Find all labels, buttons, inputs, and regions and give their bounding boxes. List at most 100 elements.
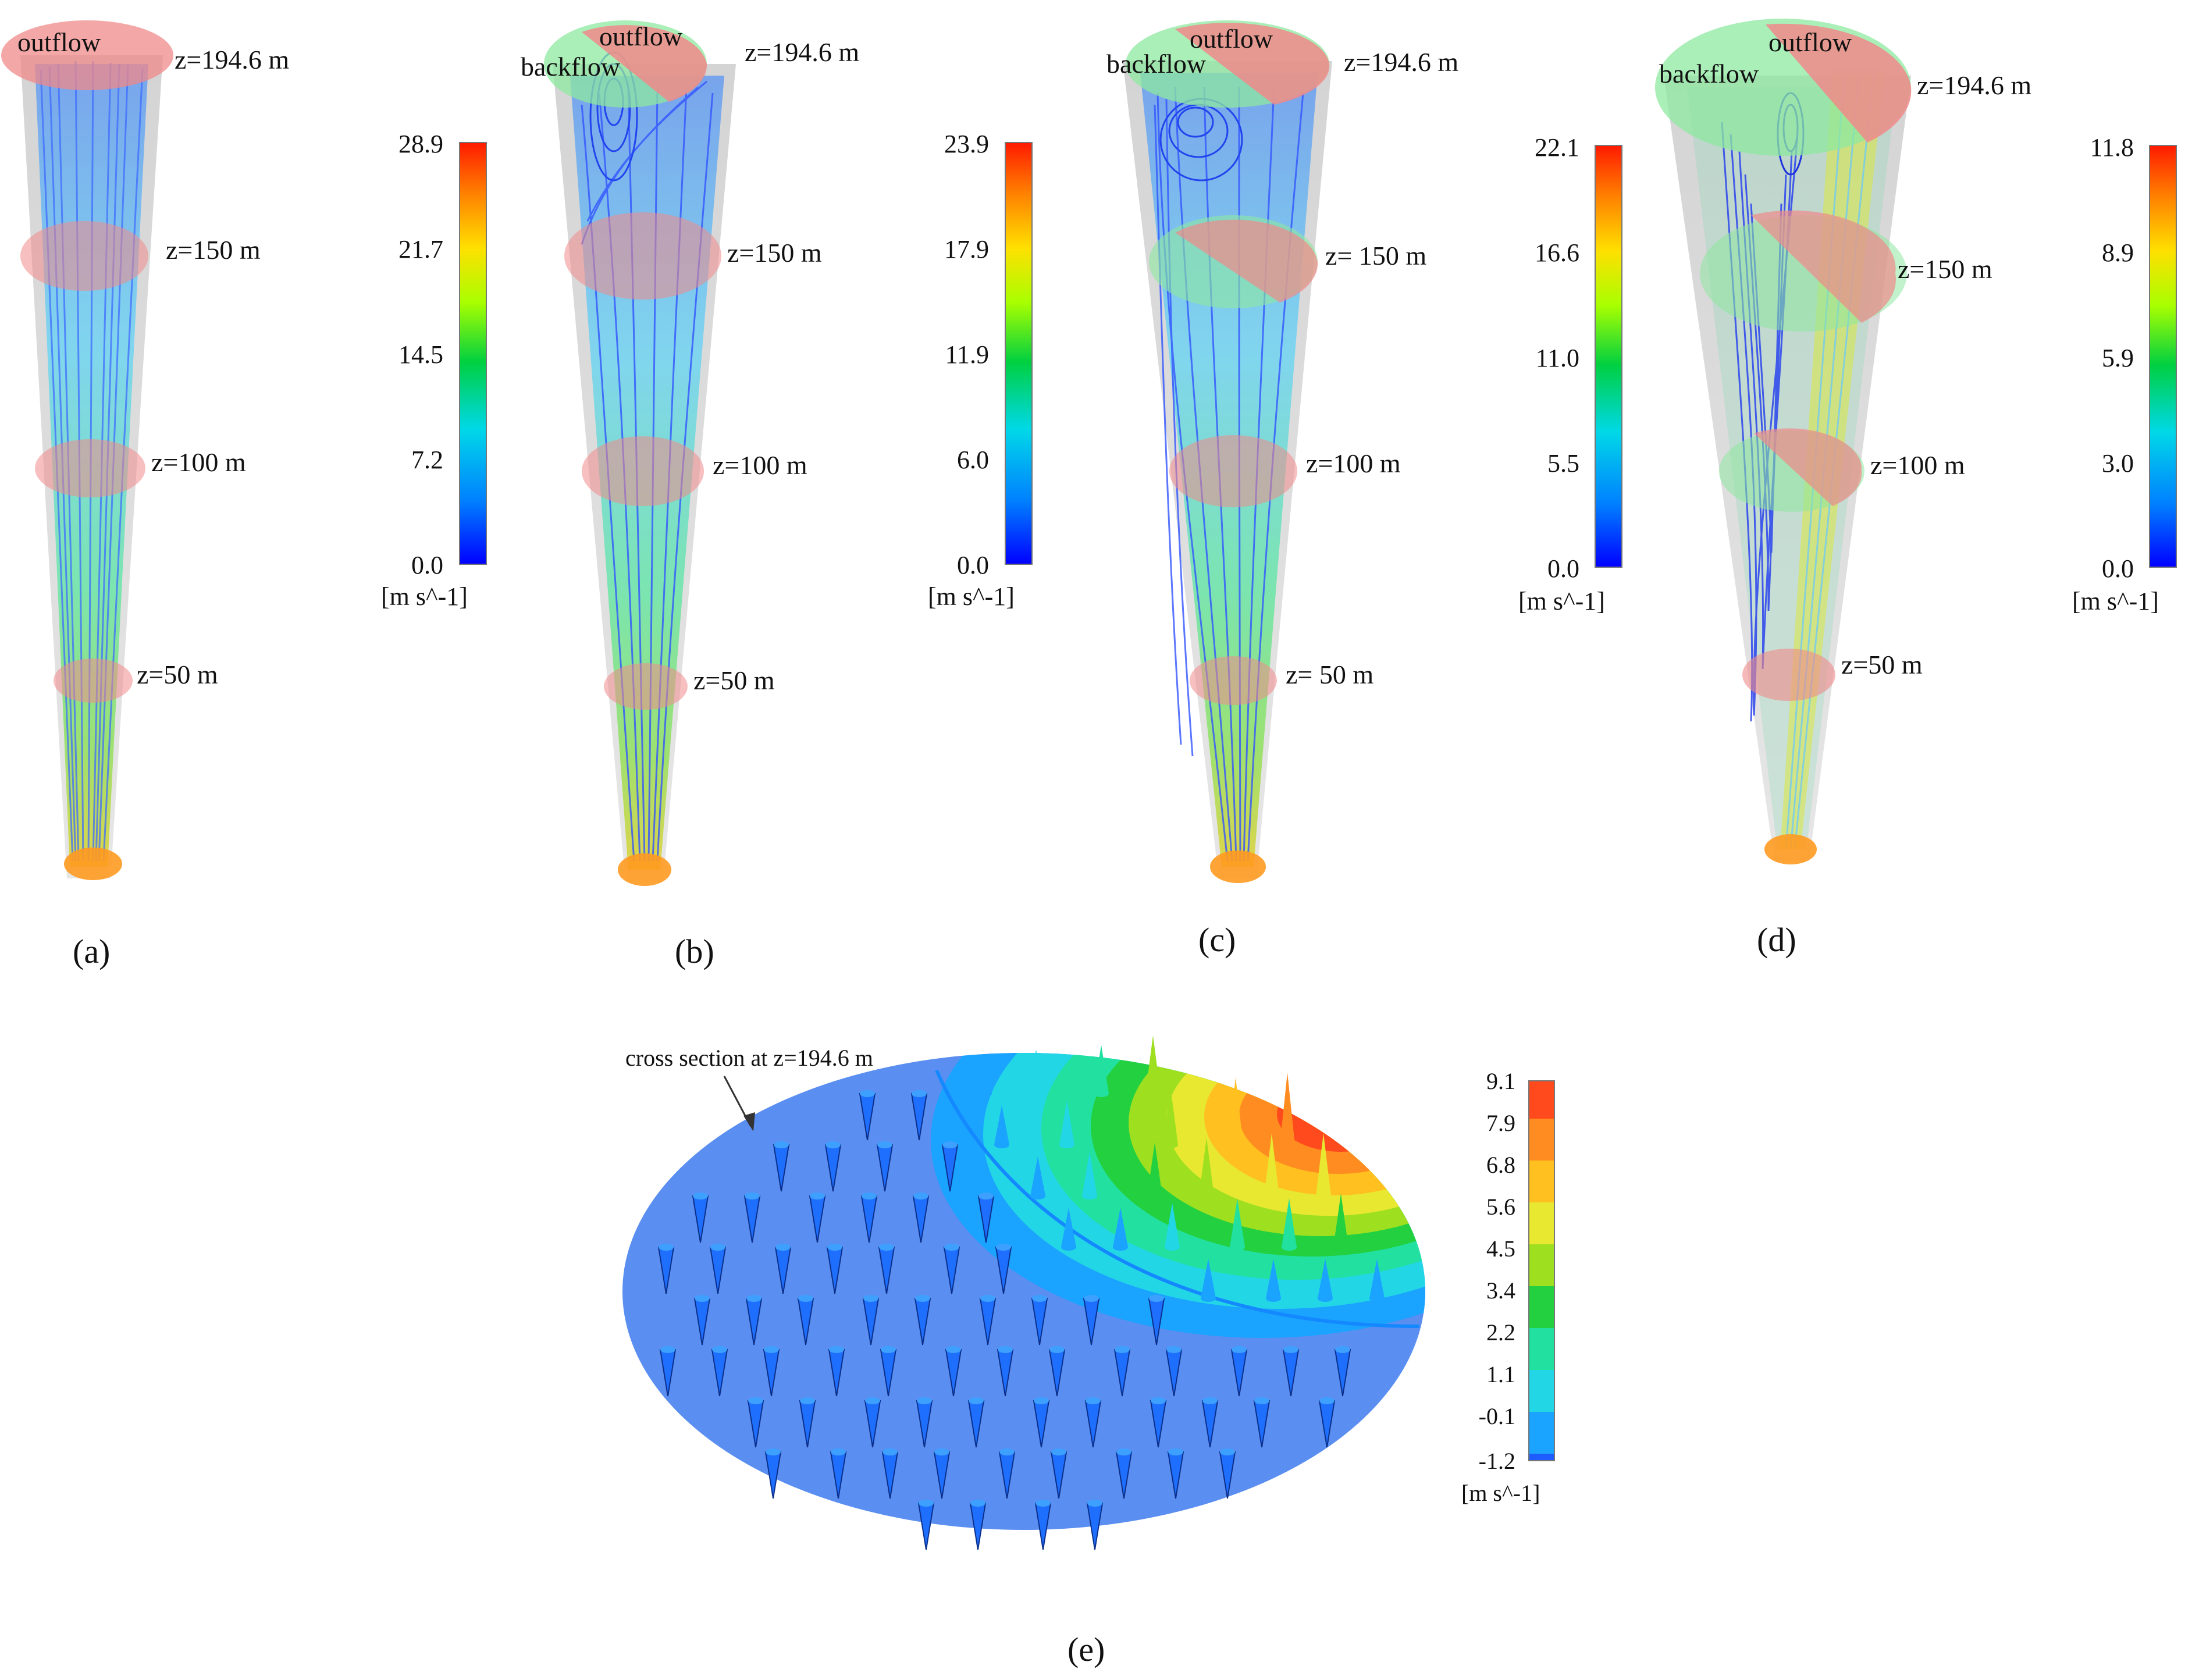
velocity-cone-base-49 <box>1149 1295 1164 1302</box>
colorbar-c-tick-0: 22.1 <box>1535 133 1579 162</box>
velocity-cone-26 <box>1264 1133 1279 1196</box>
panel-c: outflow backflow z=194.6 m z= 150 m z=10… <box>1106 20 1622 959</box>
velocity-cone-base-14 <box>1228 1141 1243 1148</box>
velocity-cone-base-33 <box>944 1244 959 1251</box>
velocity-cone-base-57 <box>829 1346 844 1353</box>
velocity-cone-base-7 <box>825 1141 841 1148</box>
velocity-cone-base-30 <box>775 1244 791 1251</box>
velocity-cone-3 <box>1029 1049 1044 1094</box>
z-label-50-c: z= 50 m <box>1286 660 1373 689</box>
colorbar-c-tick-4: 0.0 <box>1547 554 1579 583</box>
velocity-cone-base-85 <box>1168 1448 1183 1455</box>
velocity-cone-25 <box>1199 1138 1214 1196</box>
velocity-cone-base-51 <box>1266 1295 1281 1302</box>
velocity-cone-base-10 <box>994 1141 1009 1148</box>
velocity-cone-base-43 <box>798 1295 813 1302</box>
velocity-cone-base-4 <box>1094 1090 1109 1097</box>
z-label-50-d: z=50 m <box>1841 650 1923 679</box>
outflow-label-b: outflow <box>599 22 683 51</box>
velocity-cone-base-55 <box>712 1346 727 1353</box>
velocity-cone-base-82 <box>999 1448 1015 1455</box>
velocity-cone-base-6 <box>774 1141 789 1148</box>
velocity-cone-base-17 <box>745 1193 760 1200</box>
plane-z150-b <box>564 212 721 300</box>
plane-outflow-b <box>582 25 707 102</box>
velocity-cone-base-70 <box>917 1397 932 1404</box>
panel-d: outflow backflow z=194.6 m z=150 m z=100… <box>1655 19 2177 959</box>
velocity-cone-base-31 <box>827 1244 842 1251</box>
z-label-194-a: z=194.6 m <box>175 45 289 74</box>
velocity-cone-base-67 <box>748 1397 763 1404</box>
colorbar-e-tick-1: 7.9 <box>1486 1110 1515 1136</box>
velocity-cone-4 <box>1094 1045 1109 1094</box>
velocity-cone-53 <box>1369 1259 1385 1298</box>
velocity-cone-87 <box>917 1503 935 1550</box>
plane-z194-a <box>1 20 173 90</box>
colorbar-e: 9.1 7.9 6.8 5.6 4.5 3.4 2.2 1.1 -0.1 -1.… <box>1461 1068 1555 1506</box>
velocity-cone-base-88 <box>970 1500 985 1507</box>
z-label-150-c: z= 150 m <box>1325 241 1426 270</box>
velocity-cone-base-83 <box>1051 1448 1066 1455</box>
velocity-cone-base-46 <box>980 1295 995 1302</box>
colorbar-d-tick-4: 0.0 <box>2102 554 2134 583</box>
z-label-100-b: z=100 m <box>713 450 807 480</box>
velocity-cones <box>657 1035 1385 1550</box>
colorbar-e-tick-5: 3.4 <box>1486 1277 1515 1304</box>
annotation-arrowhead <box>743 1112 755 1131</box>
z-label-50-b: z=50 m <box>693 665 775 695</box>
colorbar-e-tick-6: 2.2 <box>1486 1319 1515 1346</box>
z-label-100-a: z=100 m <box>151 447 246 477</box>
colorbar-e-unit: [m s^-1] <box>1461 1480 1540 1506</box>
colorbar-e-tick-2: 6.8 <box>1486 1152 1515 1178</box>
velocity-cone-base-27 <box>1316 1193 1331 1200</box>
z-label-150-b: z=150 m <box>727 238 822 268</box>
panel-a-label: (a) <box>73 932 110 970</box>
velocity-cone-base-62 <box>1115 1346 1130 1353</box>
z-label-194-c: z=194.6 m <box>1344 47 1458 77</box>
velocity-cone-base-84 <box>1116 1448 1131 1455</box>
velocity-cone-base-37 <box>1165 1244 1180 1251</box>
colorbar-d-unit: [m s^-1] <box>2072 587 2159 615</box>
colorbar-b-tick-3: 6.0 <box>957 446 989 474</box>
velocity-cone-base-72 <box>1034 1397 1049 1404</box>
velocity-cone-base-18 <box>810 1193 825 1200</box>
velocity-cone-base-1 <box>912 1090 927 1097</box>
velocity-cone-base-19 <box>862 1193 877 1200</box>
velocity-cone-base-90 <box>1087 1500 1102 1507</box>
velocity-cone-base-41 <box>695 1295 710 1302</box>
velocity-cone-base-15 <box>1280 1141 1295 1148</box>
velocity-cone-base-34 <box>996 1244 1011 1251</box>
velocity-cone-base-75 <box>1202 1397 1218 1404</box>
velocity-cone-base-3 <box>1029 1090 1044 1097</box>
velocity-cone-base-59 <box>946 1346 961 1353</box>
velocity-cone-base-32 <box>879 1244 894 1251</box>
panel-e: cross section at z=194.6 m 9.1 7.9 6.8 5… <box>622 1035 1555 1668</box>
velocity-cone-base-79 <box>831 1448 846 1455</box>
velocity-cone-base-0 <box>860 1090 875 1097</box>
colorbar-a: 28.9 21.7 14.5 7.2 0.0 [m s^-1] <box>381 130 487 611</box>
plane-z50-b <box>604 663 688 710</box>
outflow-label-a: outflow <box>17 27 101 57</box>
velocity-cone-base-66 <box>1335 1346 1350 1353</box>
velocity-cone-base-38 <box>1230 1244 1245 1251</box>
colorbar-a-tick-3: 7.2 <box>411 446 443 474</box>
velocity-cone-2 <box>977 1054 992 1094</box>
colorbar-e-tick-3: 5.6 <box>1486 1194 1515 1220</box>
velocity-cone-10 <box>994 1105 1009 1145</box>
velocity-cone-14 <box>1228 1077 1243 1145</box>
panel-a: outflow z=194.6 m z=150 m z=100 m z=50 m… <box>1 20 487 970</box>
velocity-cone-base-24 <box>1147 1193 1162 1200</box>
colorbar-b-unit: [m s^-1] <box>928 582 1015 611</box>
backflow-label-c: backflow <box>1106 49 1207 79</box>
outflow-label-c: outflow <box>1190 24 1273 54</box>
colorbar-e-tick-8: -0.1 <box>1479 1403 1515 1429</box>
velocity-cone-base-47 <box>1032 1295 1047 1302</box>
velocity-cone-base-48 <box>1084 1295 1099 1302</box>
velocity-cone-base-29 <box>710 1244 725 1251</box>
velocity-cone-base-9 <box>942 1141 958 1148</box>
plane-z50-c <box>1190 656 1277 705</box>
velocity-cone-base-42 <box>746 1295 761 1302</box>
backflow-label-d: backflow <box>1659 59 1759 88</box>
velocity-cone-base-50 <box>1201 1295 1216 1302</box>
backflow-label-b: backflow <box>521 52 621 81</box>
